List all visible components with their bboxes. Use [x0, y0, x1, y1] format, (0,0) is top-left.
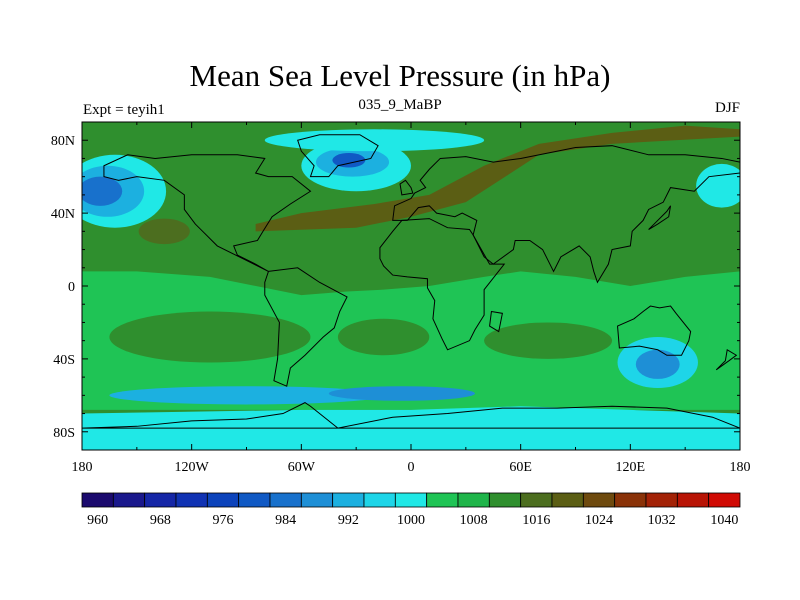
x-tick-label: 180 — [72, 460, 93, 475]
colorbar-label: 976 — [213, 513, 234, 528]
colorbar-label: 1032 — [648, 513, 676, 528]
subtitle-experiment: Expt = teyih1 — [83, 102, 165, 118]
colorbar-swatch — [614, 492, 647, 508]
colorbar-swatch — [300, 492, 334, 508]
coastlines — [82, 134, 740, 429]
region-south-atlantic-high — [337, 318, 430, 356]
region-north-asia-low — [696, 163, 740, 208]
colorbar-swatch — [206, 492, 240, 508]
colorbar-swatch — [520, 492, 553, 508]
subtitle-season: DJF — [714, 100, 740, 116]
region-south-pacific-high — [109, 311, 311, 363]
region-australia-low-core — [635, 349, 680, 379]
coastline-antarctica — [82, 402, 740, 429]
colorbar-swatch — [363, 492, 396, 508]
y-tick-label: 80N — [51, 134, 75, 149]
coastline-australia — [617, 305, 692, 356]
colorbar-swatch — [457, 492, 490, 508]
y-tick-label: 40S — [53, 353, 75, 368]
colorbar-swatch — [81, 492, 114, 508]
region-icelandic-low-core — [332, 152, 366, 168]
colorbar-swatch — [394, 492, 428, 508]
colorbar-label: 1016 — [522, 513, 550, 528]
coastline-north-america — [103, 154, 312, 272]
coastline-new-zealand — [715, 348, 738, 371]
x-tick-label: 180 — [730, 460, 751, 475]
colorbar-swatch — [175, 492, 208, 508]
chart-title: Mean Sea Level Pressure (in hPa) — [189, 58, 611, 93]
y-tick-label: 40N — [51, 207, 75, 222]
x-tick-label: 60E — [509, 460, 532, 475]
y-tick-label: 0 — [68, 280, 75, 295]
subtitle-period: 035_9_MaBP — [358, 97, 442, 113]
colorbar-label: 1000 — [397, 513, 425, 528]
colorbar-swatch — [708, 492, 741, 508]
region-aleutian-low-core — [82, 176, 123, 206]
coastline-japan — [648, 205, 672, 230]
colorbar-swatch — [144, 492, 177, 508]
colorbar-label: 960 — [87, 513, 108, 528]
colorbar: 960 968 976 984 992 1000 1008 1016 1024 1032 1040 — [81, 492, 741, 528]
region-southern-ocean-low — [109, 386, 384, 405]
region-south-indian-high — [484, 322, 613, 359]
colorbar-swatch — [645, 492, 678, 508]
colorbar-label: 1024 — [585, 513, 613, 528]
colorbar-label: 968 — [150, 513, 171, 528]
region-asian-high — [255, 125, 740, 232]
colorbar-swatch — [488, 492, 522, 508]
colorbar-label: 984 — [275, 513, 296, 528]
colorbar-swatch — [238, 492, 271, 508]
colorbar-label: 1008 — [460, 513, 488, 528]
coastline-africa — [379, 218, 506, 351]
colorbar-swatch — [269, 492, 302, 508]
coastline-madagascar — [489, 310, 503, 333]
x-tick-label: 60W — [288, 460, 316, 475]
coastline-greenland — [297, 134, 379, 178]
map-layer — [82, 122, 740, 450]
colorbar-swatch — [551, 492, 584, 508]
region-southern-ocean-trough — [328, 386, 475, 401]
x-tick-label: 120W — [175, 460, 210, 475]
colorbar-swatch — [112, 492, 146, 508]
region-north-atlantic-high — [138, 218, 190, 245]
coastline-uk — [399, 179, 414, 196]
colorbar-label: 992 — [338, 513, 359, 528]
colorbar-swatch — [332, 492, 365, 508]
colorbar-swatch — [676, 492, 710, 508]
colorbar-swatch — [426, 492, 459, 508]
colorbar-swatch — [582, 492, 616, 508]
colorbar-label: 1040 — [710, 513, 738, 528]
x-tick-label: 120E — [616, 460, 646, 475]
axes: 180 120W 60W 0 60E 120E 180 80N 40N 0 40S 80S — [51, 121, 751, 475]
coastline-south-america — [264, 267, 348, 387]
x-tick-label: 0 — [408, 460, 415, 475]
y-tick-label: 80S — [53, 426, 75, 441]
